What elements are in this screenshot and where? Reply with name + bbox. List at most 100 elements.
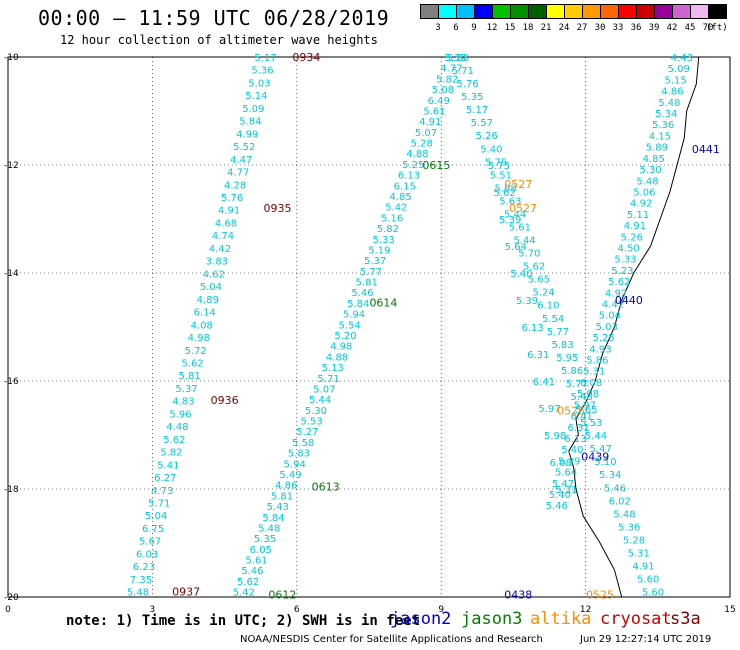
wave-height-value: 4.15 — [649, 131, 671, 142]
wave-height-value: 5.49 — [279, 470, 301, 481]
wave-height-value: 4.74 — [212, 231, 234, 242]
track-time-label: 0438 — [504, 588, 532, 601]
wave-height-value: 5.26 — [621, 232, 643, 243]
wave-height-value: 6.08 — [550, 458, 572, 469]
wave-height-value: 5.71 — [148, 499, 170, 510]
y-tick-label: -10 — [4, 53, 19, 63]
wave-height-value: 5.76 — [221, 193, 243, 204]
wave-height-value: 5.94 — [343, 310, 365, 321]
x-tick-label: 6 — [294, 605, 300, 615]
wave-height-value: 5.04 — [599, 311, 621, 322]
wave-height-value: 5.30 — [639, 165, 661, 176]
wave-height-value: 5.51 — [490, 170, 512, 181]
x-tick-label: 12 — [580, 605, 591, 615]
wave-height-value: 4.85 — [389, 192, 411, 203]
track-time-label: 0935 — [264, 202, 292, 215]
legend-tick-label: 12 — [486, 23, 498, 33]
wave-height-value: 5.76 — [456, 79, 478, 90]
legend-tick-label: 6 — [453, 23, 459, 33]
wave-height-value: 5.97 — [574, 400, 596, 411]
wave-height-value: 5.95 — [556, 353, 578, 364]
wave-height-value: 4.92 — [605, 288, 627, 299]
wave-height-value: 5.65 — [575, 405, 597, 416]
wave-height-value: 5.31 — [628, 548, 650, 559]
wave-height-value: 5.77 — [566, 379, 588, 390]
wave-height-value: 6.15 — [394, 181, 416, 192]
legend-swatch — [708, 4, 727, 19]
x-tick-label: 15 — [724, 605, 735, 615]
track-time-label: 0937 — [172, 586, 200, 599]
wave-height-value: 4.48 — [166, 422, 188, 433]
wave-height-value: 4.86 — [275, 481, 297, 492]
wave-height-value: 6.31 — [527, 350, 549, 361]
wave-height-value: 5.09 — [668, 64, 690, 75]
wave-height-value: 5.23 — [611, 266, 633, 277]
wave-height-value: 4.91 — [218, 206, 240, 217]
wave-height-value: 5.07 — [313, 384, 335, 395]
legend-tick-label: 27 — [576, 23, 588, 33]
wave-height-value: 6.75 — [142, 524, 164, 535]
wave-height-value: 4.92 — [630, 199, 652, 210]
wave-height-value: 5.53 — [300, 417, 322, 428]
wave-height-value: 5.98 — [577, 389, 599, 400]
wave-height-value: 5.04 — [200, 282, 222, 293]
wave-height-value: 5.33 — [614, 255, 636, 266]
wave-height-value: 5.44 — [513, 236, 535, 247]
wave-height-value: 5.96 — [169, 409, 191, 420]
wave-height-value: 5.81 — [178, 371, 200, 382]
wave-height-value: 5.46 — [604, 483, 626, 494]
wave-height-value: 5.30 — [305, 406, 327, 417]
satellite-name-s3a: s3a — [670, 609, 701, 629]
wave-height-value: 5.65 — [528, 275, 550, 286]
wave-height-value: 4.77 — [440, 64, 462, 75]
wave-height-value: 5.19 — [368, 245, 390, 256]
wave-height-value: 5.54 — [542, 314, 564, 325]
wave-height-value: 4.47 — [230, 155, 252, 166]
wave-height-value: 5.63 — [499, 196, 521, 207]
wave-height-value: 5.42 — [385, 203, 407, 214]
legend-tick-label: 15 — [504, 23, 516, 33]
satellite-name-jason2: jason2 — [390, 609, 452, 629]
legend-tick-label: 39 — [648, 23, 660, 33]
wave-height-value: 5.48 — [613, 509, 635, 520]
wave-height-value: 5.37 — [364, 256, 386, 267]
wave-height-value: 5.83 — [552, 340, 574, 351]
wave-height-value: 6.41 — [571, 412, 593, 423]
wave-height-value: 5.97 — [538, 404, 560, 415]
wave-height-value: 4.42 — [209, 244, 231, 255]
wave-height-value: 5.57 — [471, 118, 493, 129]
wave-height-value: 6.49 — [428, 96, 450, 107]
wave-height-value: 4.89 — [197, 295, 219, 306]
wave-height-value: 7.35 — [130, 575, 152, 586]
legend-tick-label: 30 — [594, 23, 606, 33]
wave-height-value: 5.17 — [466, 105, 488, 116]
wave-height-value: 5.41 — [157, 460, 179, 471]
wave-height-value: 5.40 — [549, 490, 571, 501]
wave-height-value: 4.68 — [215, 218, 237, 229]
track-time-label: 0934 — [292, 51, 320, 64]
legend-tick-label: 21 — [540, 23, 552, 33]
wave-height-value: 5.13 — [322, 363, 344, 374]
wave-height-value: 5.77 — [360, 267, 382, 278]
legend-tick-label: 36 — [630, 23, 642, 33]
wave-height-value: 4.98 — [188, 333, 210, 344]
wave-height-value: 5.16 — [381, 213, 403, 224]
wave-height-value: 5.89 — [646, 143, 668, 154]
wave-height-value: 5.17 — [254, 53, 276, 64]
wave-height-value: 5.42 — [233, 588, 255, 599]
wave-height-value: 5.34 — [655, 109, 677, 120]
wave-height-value: 5.82 — [377, 224, 399, 235]
wave-height-value: 6.10 — [537, 301, 559, 312]
wave-height-value: 5.88 — [447, 53, 469, 64]
wave-height-value: 5.03 — [596, 322, 618, 333]
legend-tick-label: 24 — [558, 23, 570, 33]
wave-height-value: 4.88 — [326, 352, 348, 363]
wave-height-value: 5.39 — [499, 215, 521, 226]
wave-height-value: 5.44 — [504, 209, 526, 220]
wave-height-value: 6.03 — [136, 549, 158, 560]
wave-height-value: 5.46 — [351, 288, 373, 299]
track-time-label: 0527 — [509, 202, 537, 215]
wave-height-value: 5.48 — [258, 523, 280, 534]
wave-height-value: 5.52 — [233, 142, 255, 153]
track-time-label: 0527 — [504, 178, 532, 191]
